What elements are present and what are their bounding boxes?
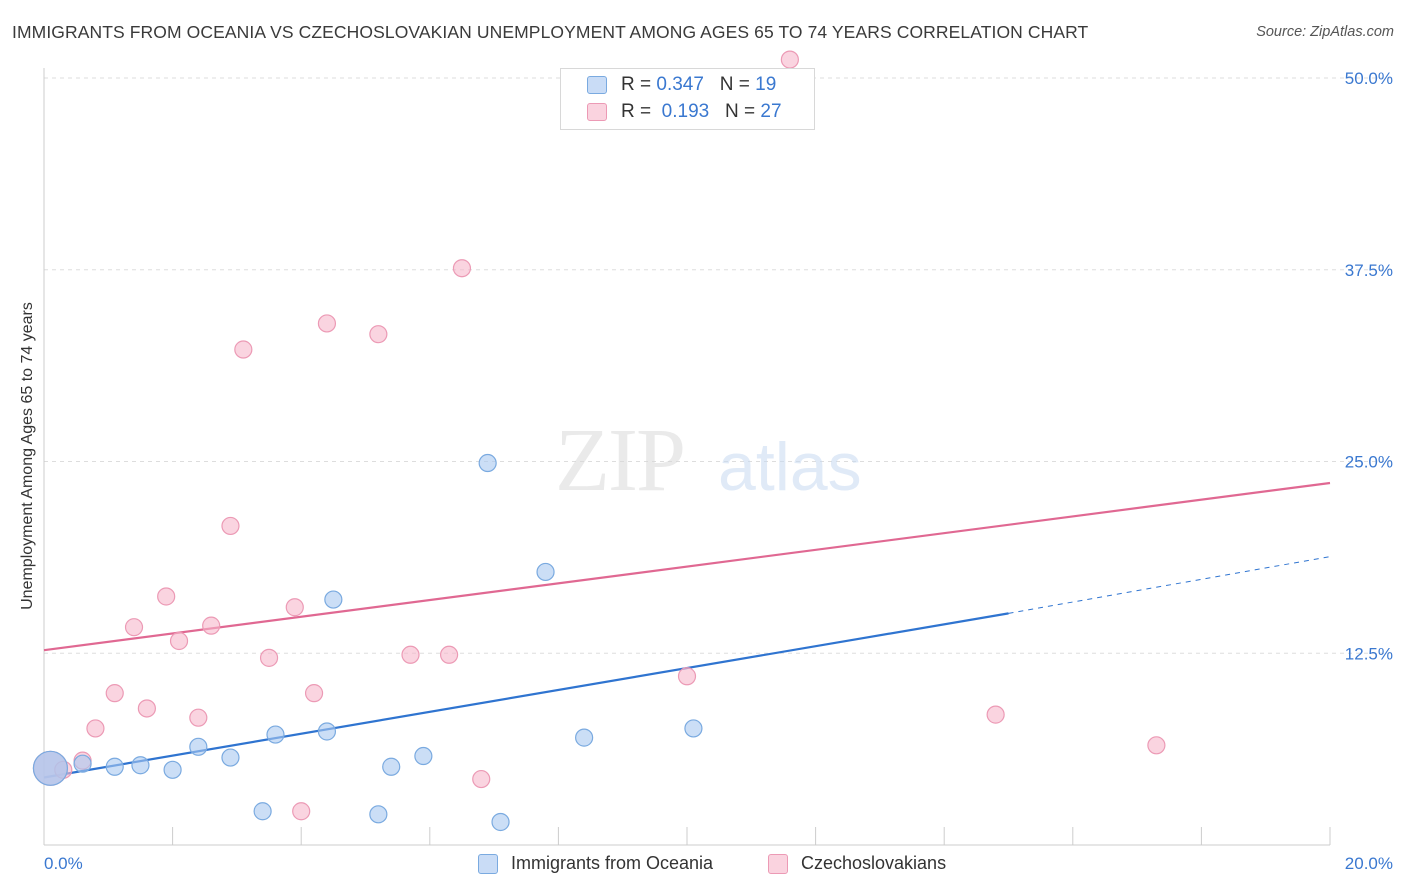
oceania-point bbox=[684, 719, 703, 738]
czech-point bbox=[304, 684, 324, 703]
oceania-point bbox=[163, 760, 182, 779]
czech-point bbox=[986, 705, 1005, 724]
legend-r-value: 0.347 bbox=[656, 74, 704, 95]
czech-point bbox=[285, 598, 304, 617]
legend-n-value: 19 bbox=[755, 74, 777, 95]
czech-point bbox=[292, 802, 311, 821]
legend-swatch-czech bbox=[587, 103, 607, 121]
czech-point bbox=[234, 340, 253, 359]
x-tick-label: 20.0% bbox=[1345, 854, 1393, 873]
source-label: Source: ZipAtlas.com bbox=[1256, 24, 1394, 40]
czech-point bbox=[105, 684, 124, 703]
oceania-point bbox=[382, 757, 401, 776]
czech-point bbox=[124, 618, 144, 637]
czech-point bbox=[1147, 736, 1166, 755]
y-tick-label: 12.5% bbox=[1345, 644, 1393, 663]
oceania-point bbox=[131, 756, 150, 775]
oceania-point bbox=[73, 754, 92, 773]
bottom-legend-swatch-oceania bbox=[478, 854, 498, 874]
czech-point bbox=[677, 667, 697, 686]
oceania-point bbox=[478, 453, 497, 473]
oceania-point bbox=[189, 737, 208, 756]
chart-title: IMMIGRANTS FROM OCEANIA VS CZECHOSLOVAKI… bbox=[12, 22, 1089, 42]
czech-point bbox=[221, 516, 240, 536]
bottom-legend-label-oceania: Immigrants from Oceania bbox=[511, 853, 714, 873]
oceania-point bbox=[266, 725, 285, 744]
oceania-point bbox=[317, 722, 337, 741]
oceania-point bbox=[414, 746, 433, 766]
legend-n-label: N = bbox=[719, 74, 756, 95]
legend-r-value: 0.193 bbox=[661, 101, 710, 122]
czech-point bbox=[452, 259, 472, 278]
y-axis-label: Unemployment Among Ages 65 to 74 years bbox=[19, 302, 36, 610]
oceania-point bbox=[105, 757, 124, 776]
points-layer bbox=[32, 50, 1166, 832]
czech-point bbox=[137, 699, 156, 718]
watermark: ZIP atlas bbox=[555, 411, 862, 510]
czech-point bbox=[169, 631, 189, 651]
trend-line-oceania bbox=[43, 612, 1009, 779]
y-tick-label: 37.5% bbox=[1345, 261, 1393, 280]
watermark-zip: ZIP bbox=[555, 411, 684, 510]
legend-swatch-oceania bbox=[587, 76, 607, 94]
czech-point bbox=[189, 708, 208, 727]
watermark-atlas: atlas bbox=[718, 429, 862, 505]
tick-layer: 12.5% 25.0% 37.5% 50.0% 0.0% 20.0% bbox=[43, 69, 1393, 873]
czech-point bbox=[157, 587, 176, 606]
czech-point bbox=[780, 50, 799, 69]
oceania-point bbox=[253, 802, 272, 821]
oceania-point bbox=[491, 812, 510, 832]
czech-point bbox=[401, 645, 420, 664]
legend-n-label: N = bbox=[725, 101, 761, 122]
trend-line-czech bbox=[43, 481, 1331, 652]
oceania-point bbox=[221, 748, 240, 767]
oceania-point bbox=[536, 562, 555, 582]
czech-point bbox=[439, 645, 459, 664]
legend-r-label: R = bbox=[621, 101, 657, 122]
bottom-legend-swatch-czech bbox=[768, 854, 788, 874]
legend-r-label: R = bbox=[621, 74, 657, 95]
oceania-point bbox=[32, 750, 69, 786]
oceania-point bbox=[324, 590, 343, 609]
y-tick-label: 25.0% bbox=[1345, 453, 1393, 472]
oceania-point bbox=[575, 728, 594, 747]
czech-point bbox=[202, 616, 221, 635]
czech-point bbox=[86, 719, 105, 738]
czech-point bbox=[259, 648, 279, 667]
trend-line-oceania-extension bbox=[1008, 556, 1331, 614]
x-tick-label: 0.0% bbox=[44, 854, 83, 873]
correlation-legend: R = 0.347 N = 19 R = 0.193 N = 27 bbox=[560, 68, 815, 130]
legend-n-value: 27 bbox=[760, 101, 782, 122]
bottom-legend-label-czech: Czechoslovakians bbox=[801, 853, 947, 873]
czech-point bbox=[317, 314, 337, 333]
oceania-point bbox=[369, 805, 388, 824]
grid-layer bbox=[44, 77, 1392, 654]
czech-point bbox=[472, 769, 491, 789]
czech-point bbox=[369, 325, 388, 344]
y-tick-label: 50.0% bbox=[1345, 69, 1393, 88]
